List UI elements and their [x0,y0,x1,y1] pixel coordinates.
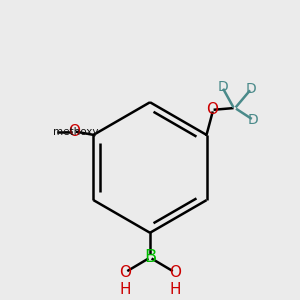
Text: O: O [68,124,80,140]
Text: D: D [247,113,258,127]
Text: D: D [218,80,228,94]
Text: methoxy: methoxy [53,127,99,137]
Text: O: O [169,265,181,280]
Text: D: D [246,82,256,96]
Text: B: B [144,248,156,266]
Text: O: O [206,102,218,117]
Text: H: H [169,282,181,297]
Text: H: H [119,282,130,297]
Text: O: O [119,265,131,280]
